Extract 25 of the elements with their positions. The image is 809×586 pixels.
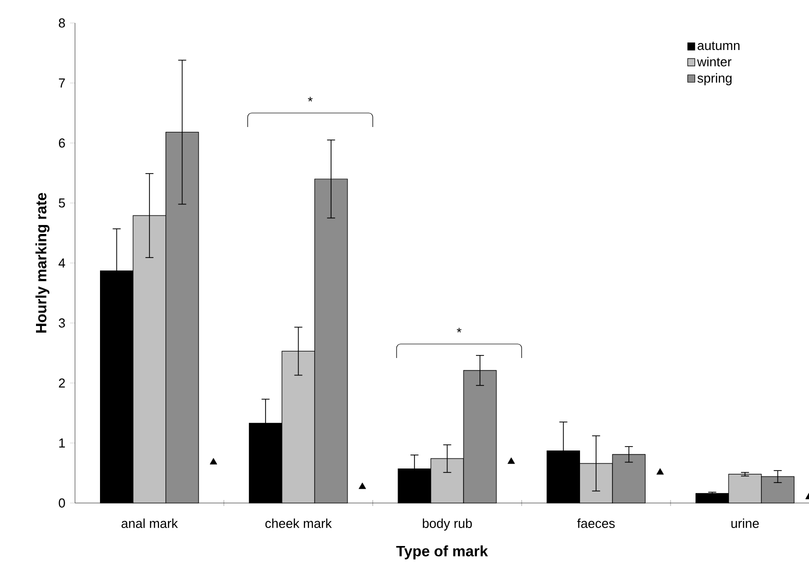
y-tick-label: 5 [58,198,65,208]
y-tick-label: 3 [58,318,65,328]
x-axis-title: Type of mark [396,545,488,560]
y-tick-label: 8 [58,18,65,28]
annotation: * [308,96,313,102]
annotation: * [456,328,462,332]
y-tick-label: 1 [59,438,65,448]
point [508,457,515,464]
point [210,458,218,464]
y-tick-label: 7 [58,78,65,88]
y-axis-title: Hourly marking rate [35,192,50,333]
legend-label: autumn [698,42,740,50]
x-tick-label: urine [731,518,759,528]
point [358,482,366,489]
x-tick-label: cheek mark [265,518,332,528]
x-tick-label: faeces [577,518,615,528]
point [656,468,664,475]
x-tick-label: anal mark [122,518,178,528]
y-tick-label: 0 [58,498,65,508]
y-tick-label: 2 [58,378,65,388]
x-tick-label: body rub [422,518,472,531]
y-tick-label: 4 [58,258,66,268]
legend-label: winter [697,56,732,66]
y-tick-label: 6 [58,138,65,148]
legend-label: spring [697,73,732,86]
